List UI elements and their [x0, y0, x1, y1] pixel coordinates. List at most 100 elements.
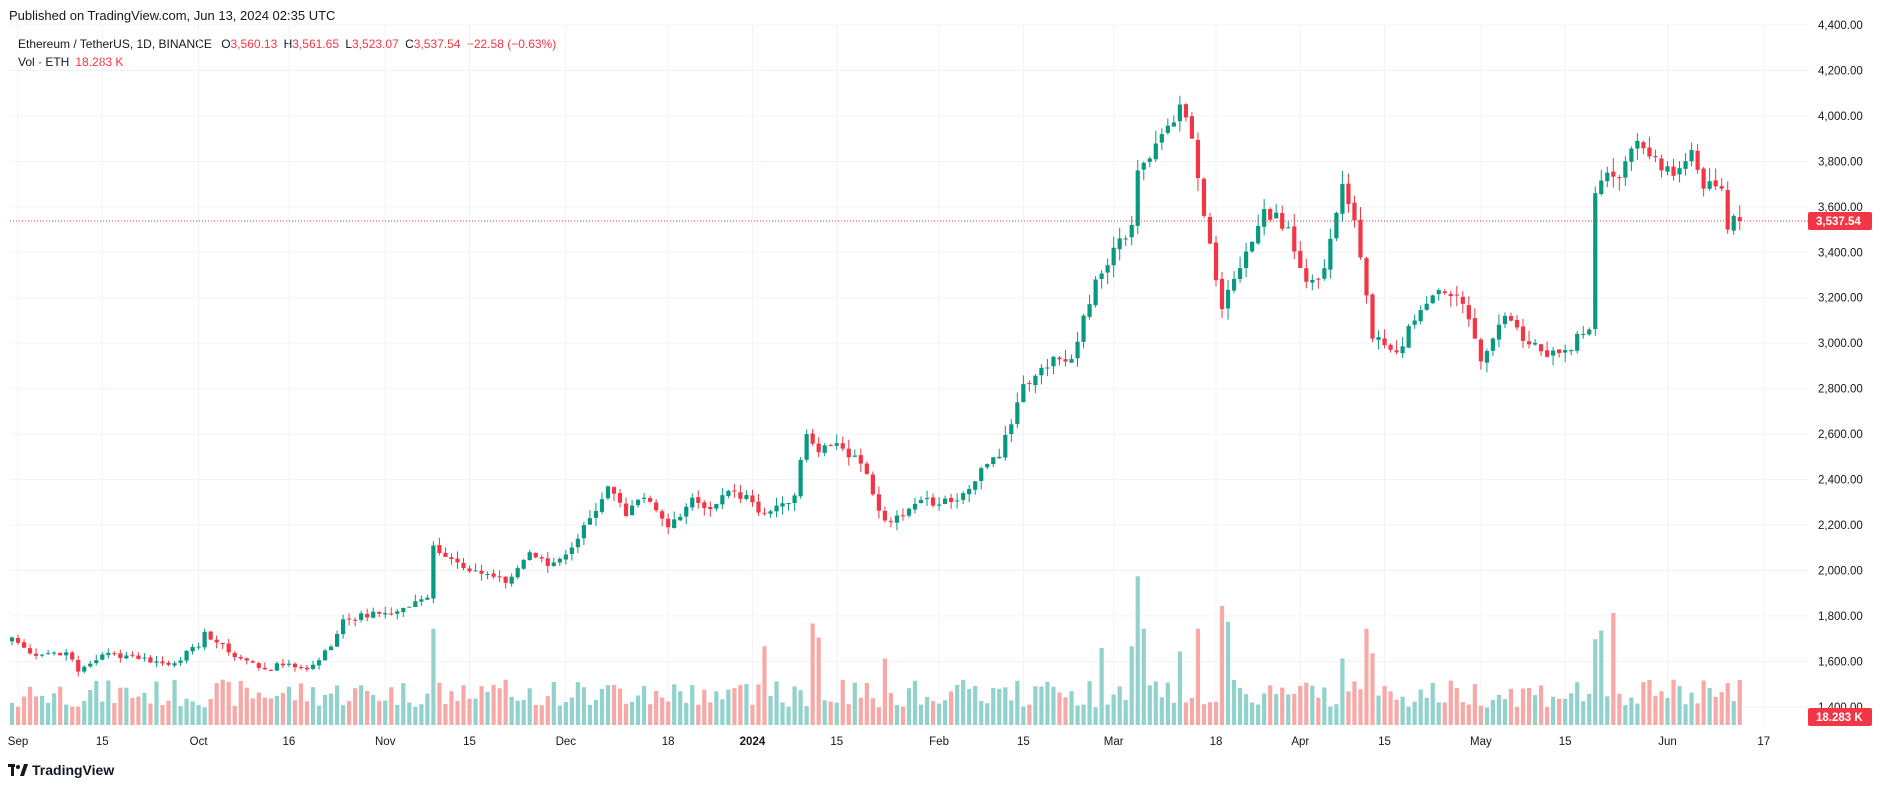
candle-body [377, 611, 382, 614]
symbol-name[interactable]: Ethereum / TetherUS, 1D, BINANCE [18, 37, 212, 51]
candle [1135, 159, 1140, 235]
candle-body [112, 653, 117, 655]
volume-bar [1117, 686, 1122, 725]
candle-body [1659, 158, 1664, 171]
candle [106, 648, 111, 659]
candle-body [642, 497, 647, 499]
volume-bar [509, 696, 514, 725]
legend-price-row: Ethereum / TetherUS, 1D, BINANCE O3,560.… [18, 35, 559, 53]
candle-body [1201, 178, 1207, 216]
volume-bar [1099, 648, 1104, 725]
candle-body [1069, 359, 1074, 363]
candle [154, 655, 159, 668]
candle-body [1093, 279, 1098, 306]
candle-body [1605, 172, 1610, 182]
volume-bar [310, 687, 316, 725]
volume-bar [142, 692, 147, 725]
candle [1593, 186, 1598, 336]
candle-body [244, 658, 249, 661]
candle [1262, 199, 1267, 236]
candle [852, 449, 857, 458]
candle [1472, 308, 1477, 339]
candle [955, 493, 960, 509]
candle [1021, 375, 1026, 403]
candle-body [708, 507, 713, 510]
candle [949, 493, 954, 509]
volume-bar [1328, 706, 1333, 725]
candle [581, 521, 586, 546]
candle-body [9, 637, 15, 642]
candle [1569, 349, 1574, 356]
volume-bar [828, 701, 833, 725]
volume-bar [1641, 682, 1646, 725]
volume-bar [973, 685, 978, 725]
candle [1364, 256, 1369, 304]
volume-bar [1045, 681, 1050, 725]
candle-body [1328, 238, 1333, 270]
volume-bar [1593, 639, 1598, 725]
volume-bar [563, 702, 568, 725]
volume-bar [930, 701, 936, 725]
candle [1623, 156, 1628, 186]
volume-bar [238, 680, 243, 725]
candle [918, 496, 924, 504]
candle-body [1689, 150, 1694, 162]
candle [347, 613, 352, 626]
volume-bar [858, 697, 863, 725]
candle-body [1635, 140, 1640, 149]
tradingview-logo[interactable]: TradingView [8, 762, 114, 778]
volume-bar [112, 703, 117, 725]
candle [100, 652, 105, 661]
candle-body [545, 558, 550, 566]
candle [623, 497, 629, 518]
candle [1629, 146, 1634, 172]
candle-body [870, 474, 875, 495]
candle-body [1502, 315, 1508, 325]
candle [286, 659, 292, 667]
candle-body [810, 433, 815, 444]
volume-bar [88, 689, 93, 725]
close-value: 3,537.54 [413, 37, 461, 51]
candle-body [58, 652, 63, 656]
volume-bar [581, 687, 586, 725]
candle-body [1424, 303, 1429, 310]
volume-bar [1189, 697, 1195, 725]
candle [1304, 258, 1309, 289]
candle-body [533, 552, 538, 558]
candle-body [226, 643, 231, 653]
volume-bar [1484, 707, 1489, 725]
candle [1551, 346, 1556, 366]
candle-body [678, 516, 683, 521]
candle [786, 502, 791, 511]
candle [1081, 313, 1086, 349]
volume-bar [822, 700, 827, 725]
candle [1039, 364, 1044, 385]
candle-body [359, 613, 364, 620]
candle-body [967, 488, 972, 495]
volume-bar [1256, 704, 1261, 725]
volume-bar [690, 685, 695, 725]
candle [1719, 178, 1724, 192]
candle [1545, 341, 1550, 358]
price-tick-label: 2,800.00 [1818, 384, 1863, 396]
candle-body [238, 656, 243, 659]
candle [828, 443, 833, 447]
candle [527, 549, 532, 561]
last-price-badge [1808, 212, 1872, 231]
candle [1045, 358, 1050, 377]
candle [196, 642, 201, 650]
volume-bar [708, 702, 713, 725]
candle [1605, 166, 1610, 188]
volume-bar [274, 695, 279, 725]
candle-body [834, 443, 839, 446]
candle [726, 489, 731, 499]
candle-body [515, 568, 520, 578]
candle-body [720, 495, 725, 505]
candle-body [1177, 104, 1182, 122]
volume-bar [76, 706, 81, 725]
time-tick-label: Mar [1104, 736, 1124, 748]
candle-body [1496, 324, 1502, 340]
candle-body [1237, 268, 1243, 280]
volume-bar [407, 702, 412, 725]
